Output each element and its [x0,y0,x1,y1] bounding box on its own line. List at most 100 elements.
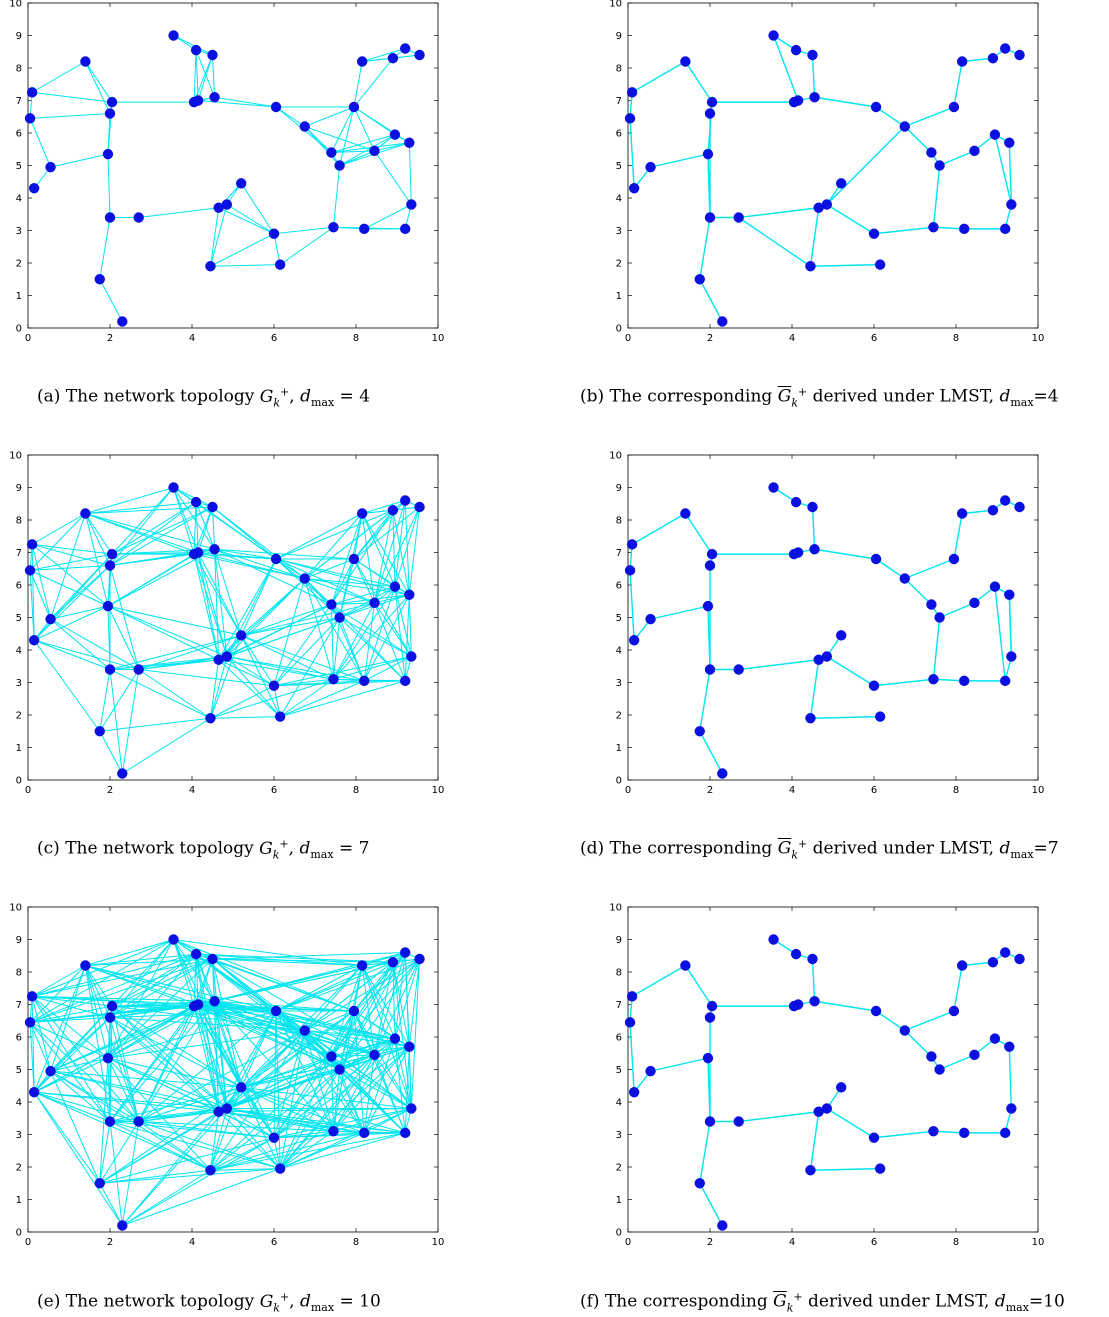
edge [339,617,365,682]
edge [218,1030,306,1113]
node-point [26,87,38,98]
edge [339,586,396,618]
node-point [274,259,286,270]
edge [353,106,375,152]
edge [361,513,396,587]
caption-a-d: d [300,386,311,407]
panel-a: 0 1 2 3 4 5 6 7 8 9 10 0 2 4 6 8 10 [0,0,445,344]
edge [332,617,341,680]
edge [33,1017,111,1093]
x-tick-label: 0 [625,785,631,796]
x-tick-label: 10 [1032,785,1045,796]
edge [210,1132,406,1171]
node-point [704,212,716,223]
edge [275,961,394,1012]
edge [339,513,363,618]
node-point [702,148,714,160]
y-tick-label: 0 [616,776,622,787]
node-point [836,1082,847,1093]
edge [404,952,410,1047]
plot-a: 0 1 2 3 4 5 6 7 8 9 10 0 2 4 6 8 10 [9,0,444,344]
edge [226,617,340,657]
edge [30,1017,111,1023]
node-point [274,711,286,722]
edge [353,61,363,108]
edge [195,501,216,550]
node-point [870,1005,882,1017]
node-point [956,508,968,519]
node-point [28,1087,40,1098]
node-point [192,95,204,106]
edge [353,1010,375,1056]
edge [173,939,199,1005]
y-tick-label: 9 [616,935,622,946]
edge [331,594,410,605]
edge [273,1132,406,1139]
edge [304,500,406,579]
edge [304,958,420,1031]
edge [273,233,281,265]
edge [353,506,420,560]
edge [33,639,111,670]
node-point [387,53,399,64]
node-point [704,1116,716,1127]
caption-a-sup: + [280,385,290,398]
edge [304,952,406,1031]
edge [85,501,197,514]
node-point [1014,501,1025,513]
edge [699,217,711,280]
x-tick-label: 4 [789,333,795,344]
caption-a-mid: , [289,386,301,407]
node-point [400,1127,411,1139]
edge [330,106,355,153]
plot-c: 0 1 2 3 4 5 6 7 8 9 10 0 2 4 6 8 10 [9,451,444,797]
node-point [356,56,368,67]
edge [122,1169,211,1226]
edge [279,1046,410,1169]
caption-f-g: G [773,1291,787,1312]
edge [304,578,334,680]
node-point [989,581,1001,592]
node-point [414,501,425,513]
edge [198,1004,277,1012]
edge [173,939,195,1007]
node-point [133,1116,144,1127]
y-tick-label: 8 [616,516,622,527]
node-point [213,202,224,213]
x-tick-label: 8 [953,785,959,796]
edge [121,1121,140,1226]
edge [29,1022,111,1122]
plot-frame [627,906,1039,1233]
node-point [1006,651,1017,662]
node-point [299,1025,310,1036]
edge [210,1056,332,1171]
node-point [870,101,882,113]
node-point [694,726,705,737]
edge [29,118,52,168]
node-point [328,674,339,685]
node-point [236,630,247,641]
caption-e-d: d [299,1291,311,1312]
node-point [45,613,56,625]
edge [31,995,111,1018]
plot-frame [627,454,1039,781]
edge [29,939,174,1023]
caption-e-dsub: max [310,1301,335,1315]
edge [240,635,275,687]
edge [904,558,955,580]
edge [826,1107,875,1139]
edge [339,952,406,1070]
edges [29,939,421,1226]
edge [209,1108,228,1171]
edge [212,54,216,98]
edge [209,659,220,719]
edge [353,558,410,596]
node-point [406,1103,417,1114]
node-point [680,508,691,519]
edge [210,1168,281,1171]
edge [279,678,334,718]
edge [34,1091,219,1113]
edge [339,1069,412,1109]
edge [85,506,213,514]
edge [226,656,281,717]
